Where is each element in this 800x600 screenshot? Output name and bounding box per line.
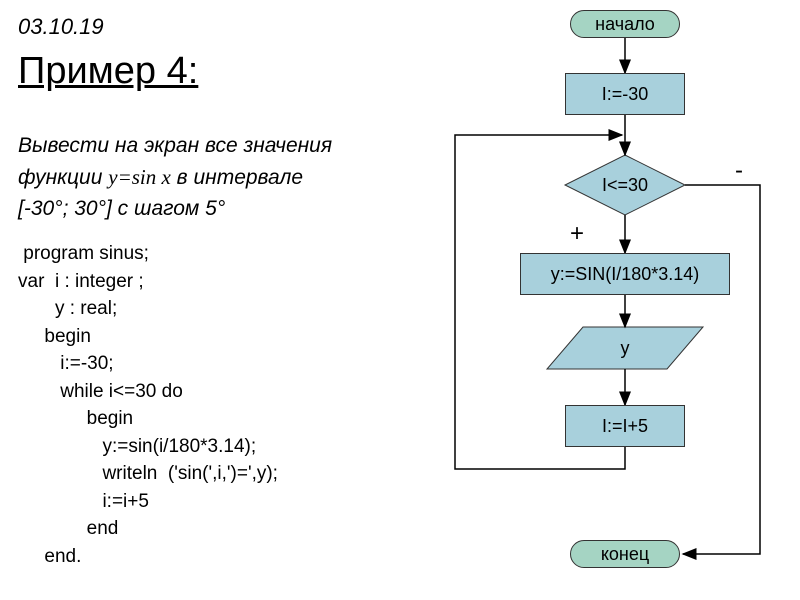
node-out-label: y — [565, 338, 685, 359]
slide-date: 03.10.19 — [18, 14, 104, 40]
desc-line3: [-30°; 30°] с шагом 5° — [18, 197, 225, 220]
node-end-label: конец — [601, 544, 649, 565]
node-start-label: начало — [595, 14, 655, 35]
problem-description: Вывести на экран все значения функции y=… — [18, 130, 368, 225]
desc-line2-suffix: в интервале — [171, 166, 303, 189]
node-inc: I:=I+5 — [565, 405, 685, 447]
label-plus: + — [570, 220, 584, 248]
node-start: начало — [570, 10, 680, 38]
source-code: program sinus; var i : integer ; y : rea… — [18, 240, 278, 571]
desc-line2-prefix: функции — [18, 166, 108, 189]
node-calc: y:=SIN(I/180*3.14) — [520, 253, 730, 295]
label-minus: - — [735, 157, 743, 185]
node-inc-label: I:=I+5 — [602, 416, 648, 437]
flowchart: начало I:=-30 I<=30 y:=SIN(I/180*3.14) y… — [430, 5, 790, 595]
node-cond-label: I<=30 — [565, 175, 685, 196]
desc-formula: y=sin x — [108, 165, 171, 189]
node-init: I:=-30 — [565, 73, 685, 115]
node-end: конец — [570, 540, 680, 568]
node-calc-label: y:=SIN(I/180*3.14) — [551, 264, 700, 285]
node-init-label: I:=-30 — [602, 84, 649, 105]
slide-title: Пример 4: — [18, 50, 198, 93]
desc-line1: Вывести на экран все значения — [18, 134, 332, 157]
